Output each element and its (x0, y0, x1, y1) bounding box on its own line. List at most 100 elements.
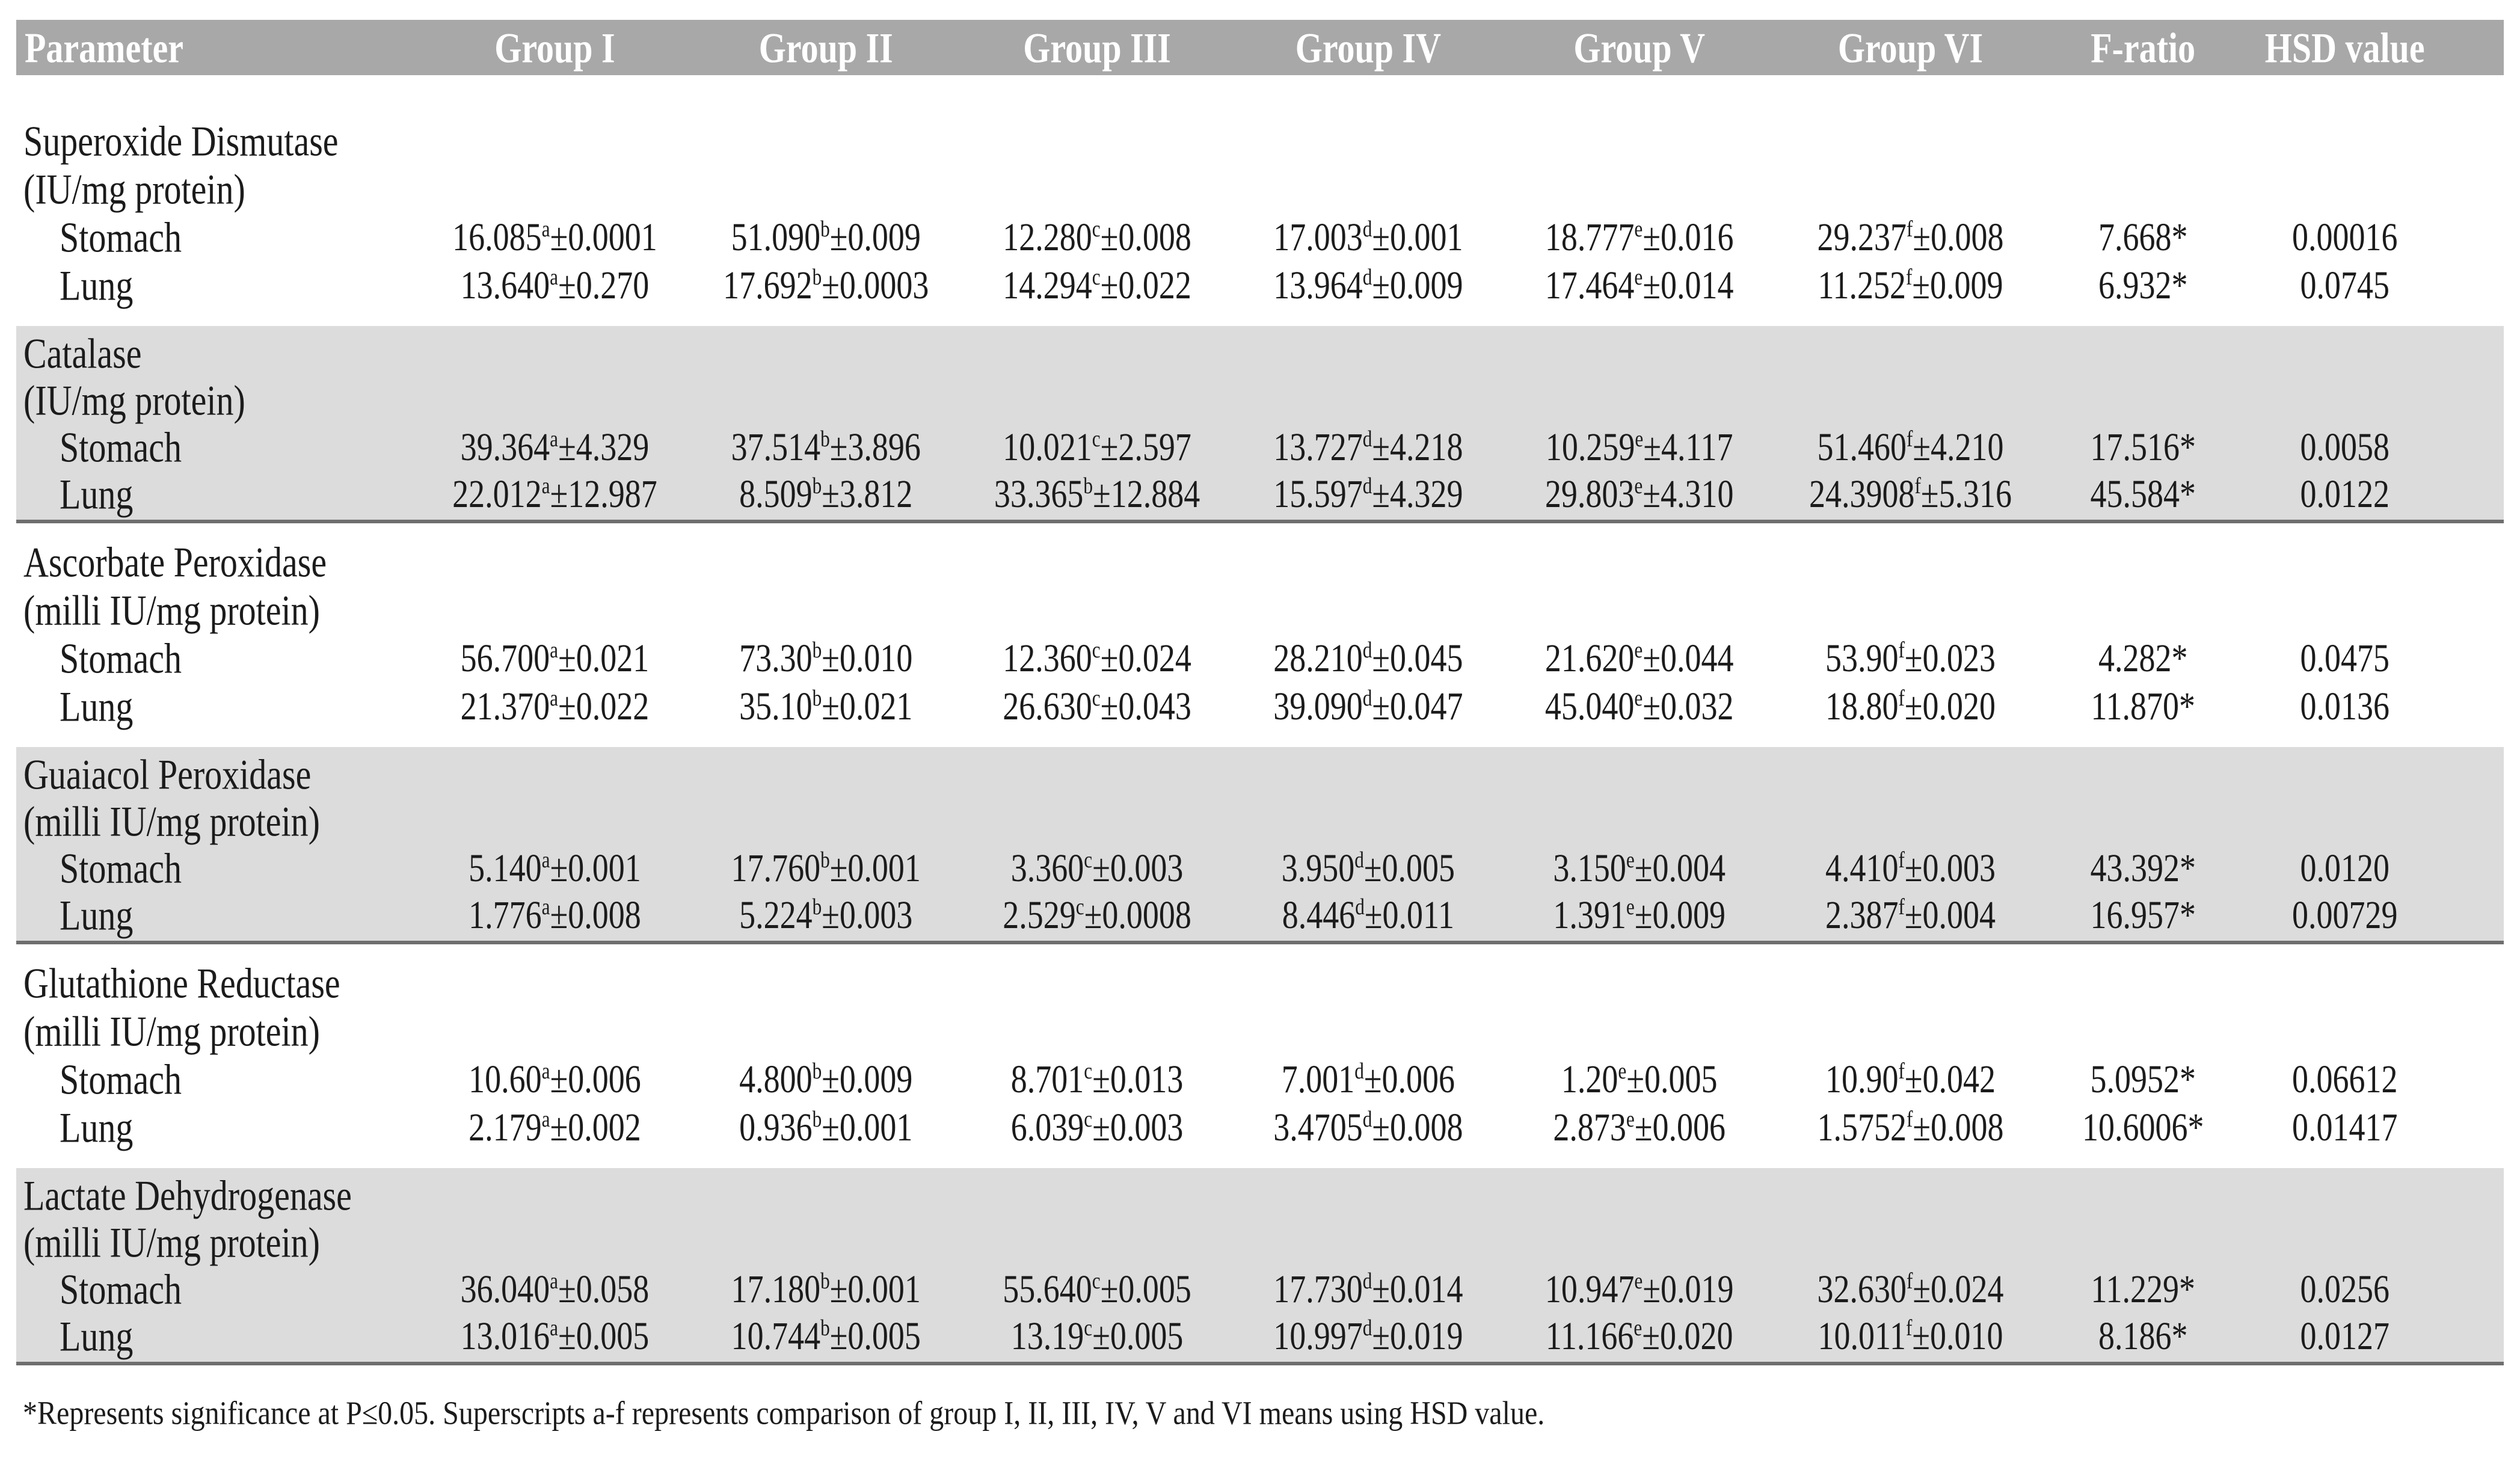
superscript: f (1898, 636, 1905, 663)
value-cell-group-6: 4.410f±0.003 (1775, 846, 2046, 890)
value-cell-group-4: 3.950d±0.005 (1232, 846, 1504, 890)
f-ratio-text: 11.870* (2091, 684, 2195, 728)
value-cell-group-2: 10.744b±0.005 (690, 1314, 962, 1358)
superscript: d (1362, 215, 1372, 242)
value-text: 0.936b±0.001 (739, 1105, 913, 1149)
value-cell-group-3: 2.529c±0.0008 (962, 893, 1233, 937)
table-row: Stomach 36.040a±0.058 17.180b±0.001 55.640c… (16, 1265, 2504, 1312)
value-cell-group-3: 6.039c±0.003 (962, 1105, 1233, 1149)
value-text: 5.224b±0.003 (739, 893, 913, 937)
table-row: Lung 1.776a±0.008 5.224b±0.003 2.529c±0.000… (16, 891, 2504, 938)
hsd-value-text: 0.0058 (2300, 425, 2389, 469)
superscript: c (1092, 215, 1101, 242)
value-cell-group-2: 17.760b±0.001 (690, 846, 962, 890)
superscript: e (1635, 425, 1644, 452)
value-cell-group-2: 17.692b±0.0003 (690, 263, 962, 307)
superscript: a (541, 215, 550, 242)
superscript: b (812, 684, 822, 711)
superscript: d (1362, 1314, 1372, 1341)
hsd-value-cell: 0.00729 (2240, 893, 2504, 937)
value-cell-group-4: 15.597d±4.329 (1232, 472, 1504, 515)
value-cell-group-5: 1.20e±0.005 (1504, 1057, 1775, 1101)
value-cell-group-4: 39.090d±0.047 (1232, 684, 1504, 728)
value-text: 1.20e±0.005 (1561, 1057, 1718, 1101)
value-text: 1.5752f±0.008 (1817, 1105, 2004, 1149)
table-row: Lung 21.370a±0.022 35.10b±0.021 26.630c±0.0… (16, 682, 2504, 730)
section-unit-line: (IU/mg protein) (16, 376, 2504, 423)
value-cell-group-4: 8.446d±0.011 (1232, 893, 1504, 937)
value-cell-group-6: 32.630f±0.024 (1775, 1267, 2046, 1311)
section-name: Catalase (16, 329, 141, 377)
row-label-text: Lung (60, 682, 134, 730)
superscript: e (1634, 263, 1643, 290)
superscript: d (1362, 1267, 1372, 1294)
value-text: 3.950d±0.005 (1281, 846, 1455, 890)
superscript: b (812, 472, 822, 499)
superscript: d (1362, 684, 1372, 711)
table-section: Glutathione Reductase (milli IU/mg protei… (16, 944, 2504, 1168)
f-ratio-cell: 45.584* (2046, 472, 2240, 515)
value-cell-group-5: 2.873e±0.006 (1504, 1105, 1775, 1149)
f-ratio-text: 5.0952* (2090, 1057, 2196, 1101)
superscript: a (541, 893, 550, 920)
value-text: 8.701c±0.013 (1010, 1057, 1184, 1101)
superscript: d (1355, 893, 1365, 920)
value-cell-group-6: 2.387f±0.004 (1775, 893, 2046, 937)
superscript: d (1362, 1106, 1372, 1132)
value-text: 18.777e±0.016 (1544, 215, 1734, 259)
superscript: e (1634, 472, 1643, 499)
superscript: a (541, 1057, 550, 1084)
hsd-value-cell: 0.0120 (2240, 846, 2504, 890)
table-section: Lactate Dehydrogenase (milli IU/mg protei… (16, 1168, 2504, 1365)
value-cell-group-5: 45.040e±0.032 (1504, 684, 1775, 728)
value-cell-group-3: 12.280c±0.008 (962, 215, 1233, 259)
column-header-parameter: Parameter (25, 23, 184, 72)
superscript: f (1906, 425, 1913, 452)
section-unit-text: (milli IU/mg protein) (23, 797, 320, 845)
table-row: Stomach 39.364a±4.329 37.514b±3.896 10.021c… (16, 423, 2504, 470)
value-cell-group-3: 12.360c±0.024 (962, 636, 1233, 680)
row-label: Stomach (16, 213, 419, 260)
value-text: 10.90f±0.042 (1825, 1057, 1996, 1101)
table-row: Lung 2.179a±0.002 0.936b±0.001 6.039c±0.003… (16, 1103, 2504, 1151)
table-section: Ascorbate Peroxidase (milli IU/mg protein… (16, 523, 2504, 747)
superscript: d (1362, 636, 1372, 663)
value-text: 24.3908f±5.316 (1809, 472, 2012, 516)
f-ratio-text: 45.584* (2090, 472, 2196, 516)
value-text: 2.529c±0.0008 (1003, 893, 1191, 937)
superscript: e (1626, 1106, 1635, 1132)
value-text: 22.012a±12.987 (452, 472, 657, 516)
row-label-text: Stomach (60, 213, 182, 261)
value-cell-group-6: 29.237f±0.008 (1775, 215, 2046, 259)
superscript: e (1626, 893, 1635, 920)
superscript: a (541, 1106, 550, 1132)
value-text: 53.90f±0.023 (1825, 636, 1996, 680)
value-cell-group-1: 16.085a±0.0001 (419, 215, 690, 259)
section-unit-text: (milli IU/mg protein) (23, 586, 320, 634)
value-cell-group-3: 55.640c±0.005 (962, 1267, 1233, 1311)
value-cell-group-4: 13.727d±4.218 (1232, 425, 1504, 469)
f-ratio-cell: 4.282* (2046, 636, 2240, 680)
superscript: c (1092, 263, 1101, 290)
value-text: 17.730d±0.014 (1273, 1267, 1463, 1311)
superscript: a (550, 636, 559, 663)
hsd-value-text: 0.0745 (2300, 263, 2389, 307)
hsd-value-text: 0.00729 (2291, 893, 2398, 937)
value-text: 51.460f±4.210 (1817, 425, 2004, 469)
value-text: 11.166e±0.020 (1545, 1314, 1733, 1358)
superscript: c (1092, 684, 1101, 711)
value-cell-group-6: 18.80f±0.020 (1775, 684, 2046, 728)
value-text: 21.370a±0.022 (460, 684, 650, 728)
column-header-group-1: Group I (494, 23, 615, 72)
f-ratio-cell: 11.229* (2046, 1267, 2240, 1311)
table-row: Lung 13.016a±0.005 10.744b±0.005 13.19c±0.0… (16, 1312, 2504, 1359)
value-cell-group-5: 10.947e±0.019 (1504, 1267, 1775, 1311)
f-ratio-cell: 17.516* (2046, 425, 2240, 469)
section-name-text: Guaiacol Peroxidase (23, 750, 312, 798)
f-ratio-text: 16.957* (2090, 893, 2196, 937)
superscript: c (1092, 636, 1101, 663)
superscript: e (1633, 1314, 1643, 1341)
f-ratio-cell: 43.392* (2046, 846, 2240, 890)
value-text: 10.259e±4.117 (1545, 425, 1733, 469)
